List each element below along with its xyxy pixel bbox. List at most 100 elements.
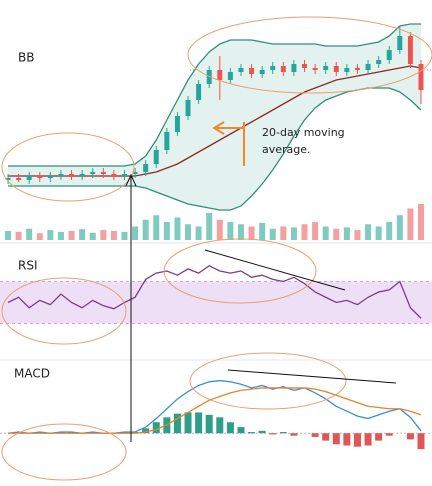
volume-bar xyxy=(153,215,160,240)
histogram-bar xyxy=(279,432,287,434)
candle-body xyxy=(132,172,138,174)
histogram-bar xyxy=(417,433,425,450)
candle-body xyxy=(143,164,149,172)
volume-bar xyxy=(142,219,149,240)
histogram-bar xyxy=(343,433,351,446)
candle-body xyxy=(312,68,318,70)
candle-body xyxy=(259,70,265,74)
candle-body xyxy=(354,68,360,70)
volume-bar xyxy=(354,230,361,240)
histogram-bar xyxy=(364,433,372,446)
volume-bar xyxy=(418,204,424,240)
histogram-bar xyxy=(184,412,192,434)
histogram-bar xyxy=(406,433,414,440)
volume-bar xyxy=(132,226,139,240)
histogram-bar xyxy=(353,433,361,447)
histogram-bar xyxy=(173,413,181,434)
candle-body xyxy=(196,84,202,100)
candle-body xyxy=(79,174,85,176)
candle-body xyxy=(365,64,371,70)
rsi-band xyxy=(0,281,432,324)
volume-bar xyxy=(280,226,287,240)
candle-body xyxy=(344,68,350,72)
macd-line xyxy=(7,379,422,434)
volume-bar xyxy=(121,231,128,240)
histogram-bar xyxy=(237,427,245,434)
volume-bar xyxy=(322,226,329,240)
histogram-bar xyxy=(248,432,256,434)
volume-bar xyxy=(174,217,181,240)
volume-bar xyxy=(333,228,340,240)
candle-body xyxy=(100,172,106,174)
candle-body xyxy=(302,64,308,68)
histogram-bar xyxy=(375,433,383,441)
panel-title: BB xyxy=(18,51,34,65)
band-line xyxy=(8,65,422,177)
volume-bar xyxy=(68,231,75,240)
volume-bar xyxy=(47,230,54,240)
highlight-ellipse xyxy=(1,423,127,481)
plot-layers xyxy=(0,23,432,450)
volume-bar xyxy=(57,231,64,240)
volume-bar xyxy=(163,222,170,240)
volume-bar xyxy=(259,222,266,240)
volume-bar xyxy=(301,224,308,240)
trend-line xyxy=(204,249,346,291)
volume-bar xyxy=(15,231,22,240)
annotation: 20-day moving average. xyxy=(262,126,345,156)
histogram-bar xyxy=(311,433,319,437)
volume-bar xyxy=(216,219,223,240)
rsi-line xyxy=(7,264,422,319)
candle-body xyxy=(270,66,276,70)
candle-body xyxy=(5,178,11,180)
overlays: 20-day moving average. BB RSI MACD xyxy=(1,16,432,481)
volume-bar xyxy=(26,228,33,240)
volume-bar xyxy=(396,215,403,240)
histogram-bar xyxy=(258,430,266,434)
candle-body xyxy=(164,132,170,150)
band-line xyxy=(8,23,421,167)
volume-bar xyxy=(386,222,393,240)
volume-bar xyxy=(185,224,192,240)
histogram-bar xyxy=(216,417,224,434)
annotation-box: 20-day moving average. xyxy=(262,126,345,156)
band-fill xyxy=(8,24,421,210)
candle-body xyxy=(185,100,191,116)
volume-bar xyxy=(269,228,276,240)
volume-bar xyxy=(312,222,319,240)
candle-body xyxy=(397,36,403,50)
histogram-bar xyxy=(385,433,393,436)
candle-body xyxy=(376,60,382,64)
volume-bar xyxy=(227,222,234,240)
volume-bar xyxy=(36,233,43,240)
volume-bar xyxy=(290,227,297,240)
candle-body xyxy=(174,116,180,132)
candle-body xyxy=(418,64,424,90)
volume-bar xyxy=(79,229,86,240)
macd-line xyxy=(8,387,422,434)
pointer-head xyxy=(212,121,225,135)
histogram-bar xyxy=(195,412,203,434)
panel-title: RSI xyxy=(18,259,38,273)
volume-bar xyxy=(89,232,96,240)
candle-body xyxy=(227,72,233,80)
volume-bar xyxy=(5,231,11,240)
volume-bar xyxy=(100,230,107,240)
histogram-bar xyxy=(332,433,340,445)
candle-body xyxy=(121,174,127,176)
candle-body xyxy=(26,176,32,180)
candle-body xyxy=(90,172,96,174)
histogram-bar xyxy=(290,433,298,436)
candle-body xyxy=(323,66,329,70)
highlight-ellipse xyxy=(187,16,432,94)
highlight-ellipse xyxy=(163,238,317,304)
highlight-ellipse xyxy=(1,277,127,345)
candle-body xyxy=(47,176,53,178)
volume-bar xyxy=(248,226,255,240)
candle-body xyxy=(69,174,75,176)
candle-body xyxy=(238,68,244,72)
candle-body xyxy=(280,66,286,72)
volume-bar xyxy=(365,224,372,240)
candle-body xyxy=(249,68,255,74)
volume-bar xyxy=(237,224,244,240)
